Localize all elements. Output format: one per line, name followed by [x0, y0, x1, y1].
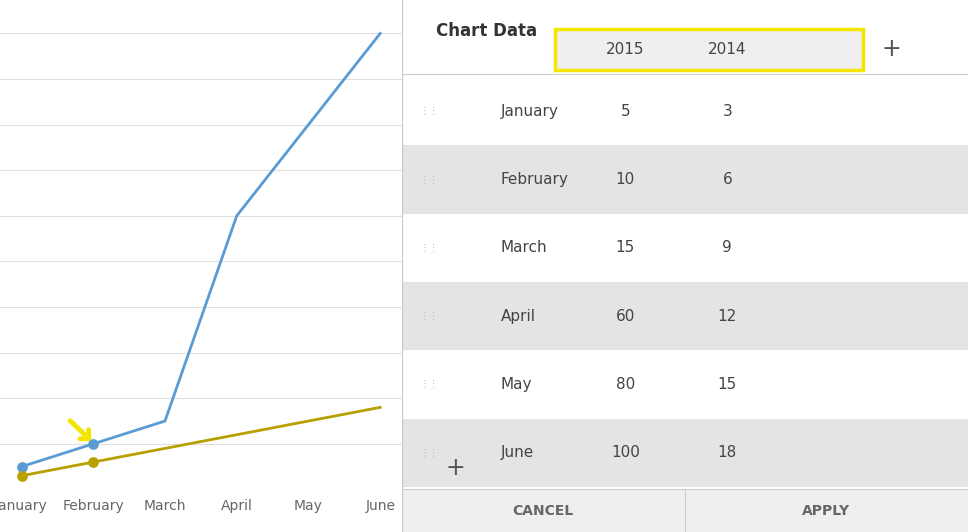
- Text: ⋮⋮: ⋮⋮: [419, 379, 439, 389]
- Text: 2014: 2014: [708, 42, 746, 57]
- Text: 5: 5: [620, 104, 630, 119]
- Text: ⋮⋮: ⋮⋮: [419, 106, 439, 117]
- Text: June: June: [500, 445, 534, 460]
- Text: 10: 10: [616, 172, 635, 187]
- Text: 80: 80: [616, 377, 635, 392]
- Text: ⋮⋮: ⋮⋮: [419, 311, 439, 321]
- Text: +: +: [445, 456, 466, 480]
- Text: May: May: [500, 377, 532, 392]
- FancyBboxPatch shape: [402, 282, 968, 350]
- Text: ⋮⋮: ⋮⋮: [419, 174, 439, 185]
- Point: [14, 471, 29, 480]
- Text: +: +: [882, 37, 901, 62]
- Text: 15: 15: [717, 377, 737, 392]
- Text: 18: 18: [717, 445, 737, 460]
- Text: March: March: [500, 240, 548, 255]
- Text: 100: 100: [611, 445, 640, 460]
- Point: [14, 462, 29, 471]
- Point: [85, 458, 101, 467]
- Text: 12: 12: [717, 309, 737, 323]
- FancyBboxPatch shape: [555, 29, 863, 70]
- FancyBboxPatch shape: [402, 419, 968, 487]
- Text: ⋮⋮: ⋮⋮: [419, 243, 439, 253]
- Text: 9: 9: [722, 240, 732, 255]
- Text: CANCEL: CANCEL: [513, 504, 574, 518]
- Text: 3: 3: [722, 104, 732, 119]
- Text: 2015: 2015: [606, 42, 645, 57]
- FancyBboxPatch shape: [402, 145, 968, 214]
- Text: February: February: [500, 172, 568, 187]
- Text: April: April: [500, 309, 536, 323]
- FancyBboxPatch shape: [402, 489, 968, 532]
- Text: Chart Data: Chart Data: [436, 22, 537, 40]
- Text: 60: 60: [616, 309, 635, 323]
- Text: January: January: [500, 104, 559, 119]
- Text: APPLY: APPLY: [802, 504, 851, 518]
- Point: [85, 439, 101, 448]
- Text: ⋮⋮: ⋮⋮: [419, 447, 439, 458]
- Text: 15: 15: [616, 240, 635, 255]
- Text: 6: 6: [722, 172, 732, 187]
